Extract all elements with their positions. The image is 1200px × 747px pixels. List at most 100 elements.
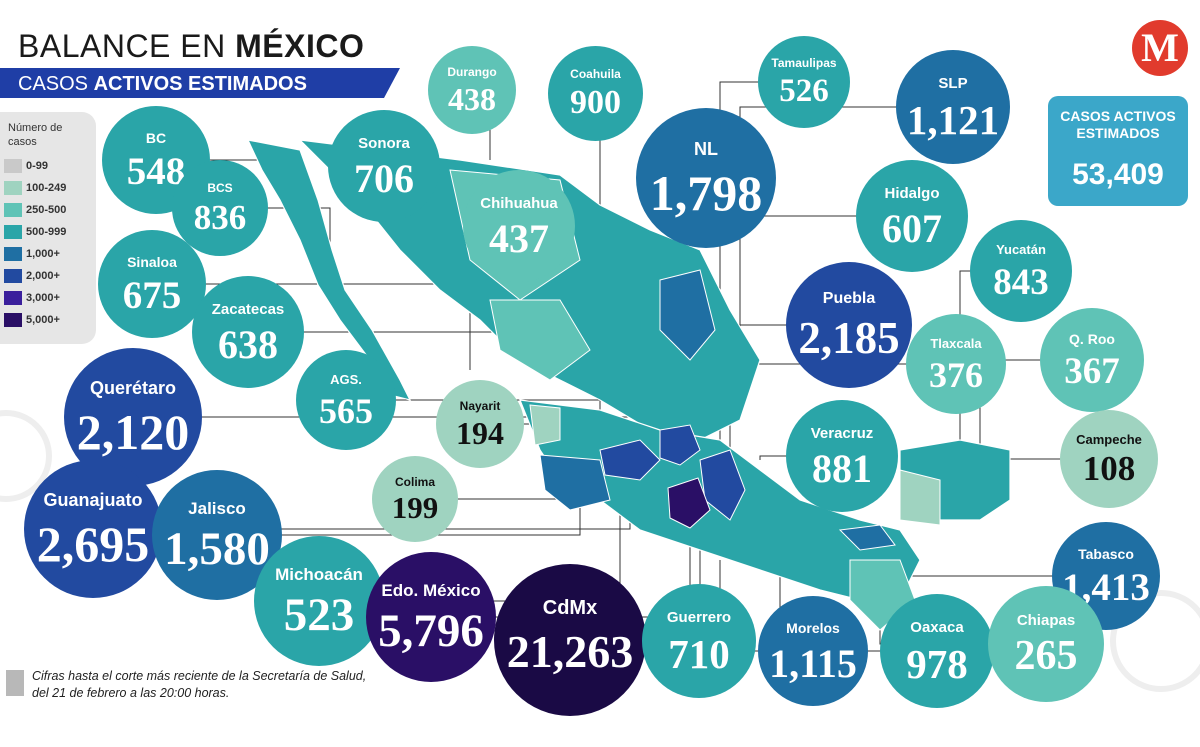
state-name: Q. Roo xyxy=(1069,330,1115,347)
state-value: 548 xyxy=(126,150,186,194)
jalisco-shape xyxy=(539,454,611,511)
state-value: 607 xyxy=(882,205,942,251)
legend-item: 100-249 xyxy=(4,180,66,196)
state-bubble: Oaxaca 978 xyxy=(880,594,994,708)
legend-label: 500-999 xyxy=(26,226,67,238)
state-value: 5,796 xyxy=(378,605,484,657)
nayarit-shape xyxy=(529,404,561,446)
state-value: 706 xyxy=(354,155,414,201)
state-bubble: Campeche 108 xyxy=(1060,410,1158,508)
state-bubble: NL 1,798 xyxy=(636,108,776,248)
legend-title: Número de casos xyxy=(8,122,63,148)
legend-swatch xyxy=(4,159,22,173)
total-box xyxy=(1048,96,1188,206)
state-bubble: AGS. 565 xyxy=(296,350,396,450)
state-value: 2,695 xyxy=(36,516,150,573)
legend-item: 3,000+ xyxy=(4,290,60,306)
state-bubble: Querétaro 2,120 xyxy=(64,348,202,486)
state-value: 194 xyxy=(456,415,504,452)
state-bubble: Tamaulipas 526 xyxy=(758,36,850,128)
state-value: 376 xyxy=(929,355,983,395)
state-value: 1,580 xyxy=(164,523,270,575)
campeche-shape xyxy=(899,469,941,526)
state-bubble: Jalisco 1,580 xyxy=(152,470,282,600)
state-name: BCS xyxy=(207,181,233,196)
state-value: 843 xyxy=(993,261,1049,303)
state-name: Sinaloa xyxy=(127,253,177,270)
total-label: CASOS ACTIVOS ESTIMADOS xyxy=(1060,108,1176,141)
state-value: 108 xyxy=(1082,449,1136,489)
state-bubble: Guanajuato 2,695 xyxy=(24,460,162,598)
state-name: Veracruz xyxy=(810,424,874,442)
state-bubble: CdMx 21,263 xyxy=(494,564,646,716)
state-bubble: Puebla 2,185 xyxy=(786,262,912,388)
state-value: 437 xyxy=(489,215,549,261)
state-bubble: Morelos 1,115 xyxy=(758,596,868,706)
state-bubble: Colima 199 xyxy=(372,456,458,542)
state-value: 1,121 xyxy=(906,96,1000,143)
state-bubble: Chiapas 265 xyxy=(988,586,1104,702)
state-value: 675 xyxy=(122,274,182,318)
state-value: 2,120 xyxy=(76,404,190,461)
state-bubble: Q. Roo 367 xyxy=(1040,308,1144,412)
state-value: 21,263 xyxy=(506,625,634,677)
durango-shape xyxy=(489,299,591,381)
state-name: Oaxaca xyxy=(910,619,964,637)
state-value: 2,185 xyxy=(798,313,900,364)
state-name: Querétaro xyxy=(89,378,177,399)
legend-label: 5,000+ xyxy=(26,314,60,326)
state-name: CdMx xyxy=(542,597,598,620)
milenio-logo: M xyxy=(1132,20,1188,76)
state-bubble: Chihuahua 437 xyxy=(463,170,575,282)
state-bubble: SLP 1,121 xyxy=(896,50,1010,164)
state-name: Yucatán xyxy=(996,242,1046,258)
legend-label: 1,000+ xyxy=(26,248,60,260)
state-name: Guerrero xyxy=(666,609,732,627)
state-name: Tlaxcala xyxy=(930,336,982,351)
state-value: 526 xyxy=(779,72,829,109)
state-bubble: Nayarit 194 xyxy=(436,380,524,468)
state-name: Tabasco xyxy=(1078,545,1134,562)
state-name: Colima xyxy=(394,474,435,489)
legend-item: 250-500 xyxy=(4,202,66,218)
page-subtitle: CASOS ACTIVOS ESTIMADOS xyxy=(18,73,307,95)
legend-label: 250-500 xyxy=(26,204,67,216)
state-bubble: Veracruz 881 xyxy=(786,400,898,512)
state-value: 900 xyxy=(570,84,621,121)
source-note: Cifras hasta el corte más reciente de la… xyxy=(32,669,367,700)
state-value: 565 xyxy=(319,391,373,431)
state-value: 836 xyxy=(193,198,247,238)
state-bubble: Sinaloa 675 xyxy=(98,230,206,338)
legend-item: 2,000+ xyxy=(4,268,60,284)
queretaro-shape xyxy=(659,424,701,466)
state-name: SLP xyxy=(938,75,968,93)
state-bubble: Michoacán 523 xyxy=(254,536,384,666)
legend-swatch xyxy=(4,269,22,283)
state-value: 367 xyxy=(1064,350,1120,392)
state-value: 438 xyxy=(448,81,496,118)
page-title: BALANCE EN MÉXICO xyxy=(18,28,365,64)
legend-label: 3,000+ xyxy=(26,292,60,304)
legend-item: 1,000+ xyxy=(4,246,60,262)
state-name: Chihuahua xyxy=(480,194,558,212)
state-value: 523 xyxy=(283,589,355,641)
legend-swatch xyxy=(4,247,22,261)
state-name: Hidalgo xyxy=(884,184,940,202)
total-value: 53,409 xyxy=(1072,158,1164,191)
state-bubble: Hidalgo 607 xyxy=(856,160,968,272)
guanajuato-shape xyxy=(599,439,661,481)
state-name: Nayarit xyxy=(459,399,501,414)
state-value: 710 xyxy=(668,630,730,677)
state-name: Michoacán xyxy=(275,564,363,584)
state-value: 881 xyxy=(812,445,872,491)
state-name: Chiapas xyxy=(1016,611,1076,629)
state-name: Guanajuato xyxy=(43,490,143,511)
state-value: 199 xyxy=(391,490,439,526)
legend-item: 500-999 xyxy=(4,224,66,240)
legend-item: 0-99 xyxy=(4,158,48,174)
legend-item: 5,000+ xyxy=(4,312,60,328)
state-name: Tamaulipas xyxy=(771,56,837,71)
baja-california-shape xyxy=(246,139,412,401)
legend-swatch xyxy=(4,313,22,327)
leader-line xyxy=(739,106,953,370)
